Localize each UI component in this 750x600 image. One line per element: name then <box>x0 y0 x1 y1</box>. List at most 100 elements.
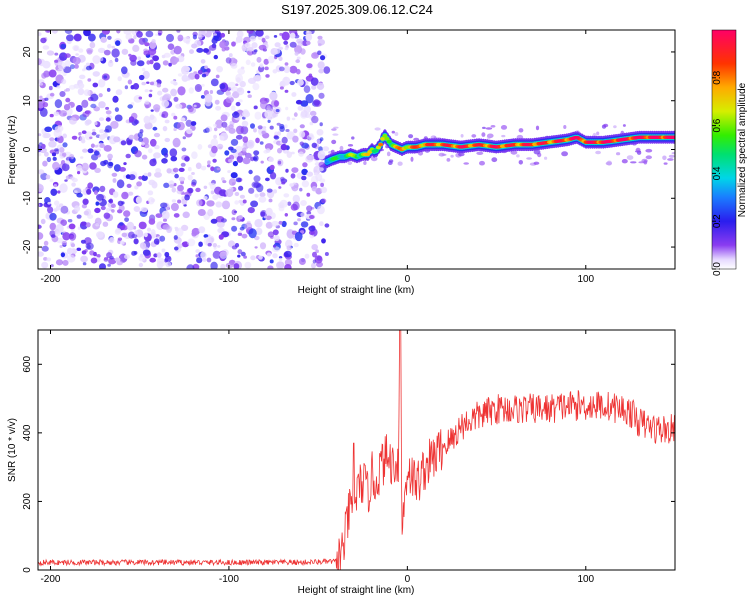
x-tick-label: 0 <box>405 574 411 585</box>
noise-speckle <box>172 137 181 148</box>
noise-speckle <box>49 113 54 118</box>
noise-speckle <box>317 43 322 47</box>
noise-speckle <box>391 130 395 134</box>
noise-speckle <box>281 220 287 228</box>
bottom-y-axis: 0 200 400 600 <box>22 356 675 573</box>
x-tick-label: -200 <box>40 274 60 285</box>
noise-speckle <box>85 62 90 66</box>
noise-speckle <box>99 129 105 134</box>
noise-speckle <box>250 123 255 129</box>
noise-speckle <box>293 221 298 226</box>
noise-speckle <box>283 193 290 198</box>
noise-speckle <box>294 231 303 242</box>
noise-speckle <box>281 31 290 41</box>
noise-speckle <box>230 148 237 153</box>
noise-speckle <box>193 104 197 108</box>
noise-speckle <box>153 132 161 138</box>
noise-speckle <box>211 30 216 33</box>
noise-speckle <box>89 162 97 170</box>
noise-speckle <box>206 68 211 73</box>
noise-speckle <box>128 116 135 123</box>
x-tick-label: 100 <box>577 274 594 285</box>
noise-speckle <box>238 99 243 103</box>
noise-speckle <box>173 96 179 102</box>
noise-speckle <box>210 138 219 148</box>
noise-speckle <box>88 33 96 42</box>
noise-speckle <box>48 140 57 148</box>
noise-speckle <box>121 66 128 75</box>
noise-speckle <box>68 84 76 90</box>
noise-speckle <box>48 69 57 78</box>
noise-speckle <box>200 59 206 64</box>
noise-speckle <box>164 255 172 263</box>
noise-speckle <box>319 221 324 227</box>
noise-speckle <box>79 74 86 80</box>
noise-speckle <box>320 55 326 61</box>
noise-speckle <box>595 150 601 155</box>
noise-speckle <box>68 117 77 125</box>
noise-speckle <box>153 152 161 159</box>
noise-speckle <box>117 200 124 206</box>
trace-segment <box>373 148 379 153</box>
noise-speckle <box>613 125 617 129</box>
noise-speckle <box>450 154 454 158</box>
noise-speckle <box>306 192 311 197</box>
noise-speckle <box>322 146 330 152</box>
noise-speckle <box>96 254 101 258</box>
noise-speckle <box>408 134 414 139</box>
noise-speckle <box>107 35 112 40</box>
noise-speckle <box>211 145 218 154</box>
noise-speckle <box>100 36 107 43</box>
noise-speckle <box>51 30 58 34</box>
noise-speckle <box>76 247 82 251</box>
noise-speckle <box>253 128 257 133</box>
noise-speckle <box>285 106 289 111</box>
noise-speckle <box>320 186 328 194</box>
noise-speckle <box>160 202 168 208</box>
noise-speckle <box>309 234 315 239</box>
noise-speckle <box>103 145 112 152</box>
noise-speckle <box>51 152 57 157</box>
noise-speckle <box>370 156 378 162</box>
noise-speckle <box>173 45 182 55</box>
noise-speckle <box>81 130 87 134</box>
noise-speckle <box>297 105 304 111</box>
noise-speckle <box>46 156 52 163</box>
noise-speckle <box>215 119 224 129</box>
noise-speckle <box>311 85 317 90</box>
noise-speckle <box>297 40 304 47</box>
noise-speckle <box>276 122 281 126</box>
noise-speckle <box>39 142 43 145</box>
noise-speckle <box>121 232 128 238</box>
noise-speckle <box>124 85 129 90</box>
noise-speckle <box>300 48 306 55</box>
noise-speckle <box>206 257 212 263</box>
noise-speckle <box>111 209 115 213</box>
noise-speckle <box>222 180 227 184</box>
noise-speckle <box>235 83 239 87</box>
noise-speckle <box>39 82 43 86</box>
noise-speckle <box>173 213 180 218</box>
noise-speckle <box>203 196 208 200</box>
noise-speckle <box>220 32 226 38</box>
noise-speckle <box>220 218 227 223</box>
noise-speckle <box>239 194 245 199</box>
noise-speckle <box>210 218 218 224</box>
noise-speckle <box>171 199 177 203</box>
noise-speckle <box>191 151 198 159</box>
noise-speckle <box>501 134 506 138</box>
noise-speckle <box>128 134 135 140</box>
noise-speckle <box>255 30 264 37</box>
noise-speckle <box>148 218 156 225</box>
noise-speckle <box>259 63 264 68</box>
noise-speckle <box>117 209 123 214</box>
noise-speckle <box>96 231 104 239</box>
noise-speckle <box>116 30 121 34</box>
noise-speckle <box>72 57 81 65</box>
noise-speckle <box>237 87 245 96</box>
noise-speckle <box>142 67 146 72</box>
noise-speckle <box>197 209 206 216</box>
noise-speckle <box>40 172 48 181</box>
noise-speckle <box>62 259 69 266</box>
